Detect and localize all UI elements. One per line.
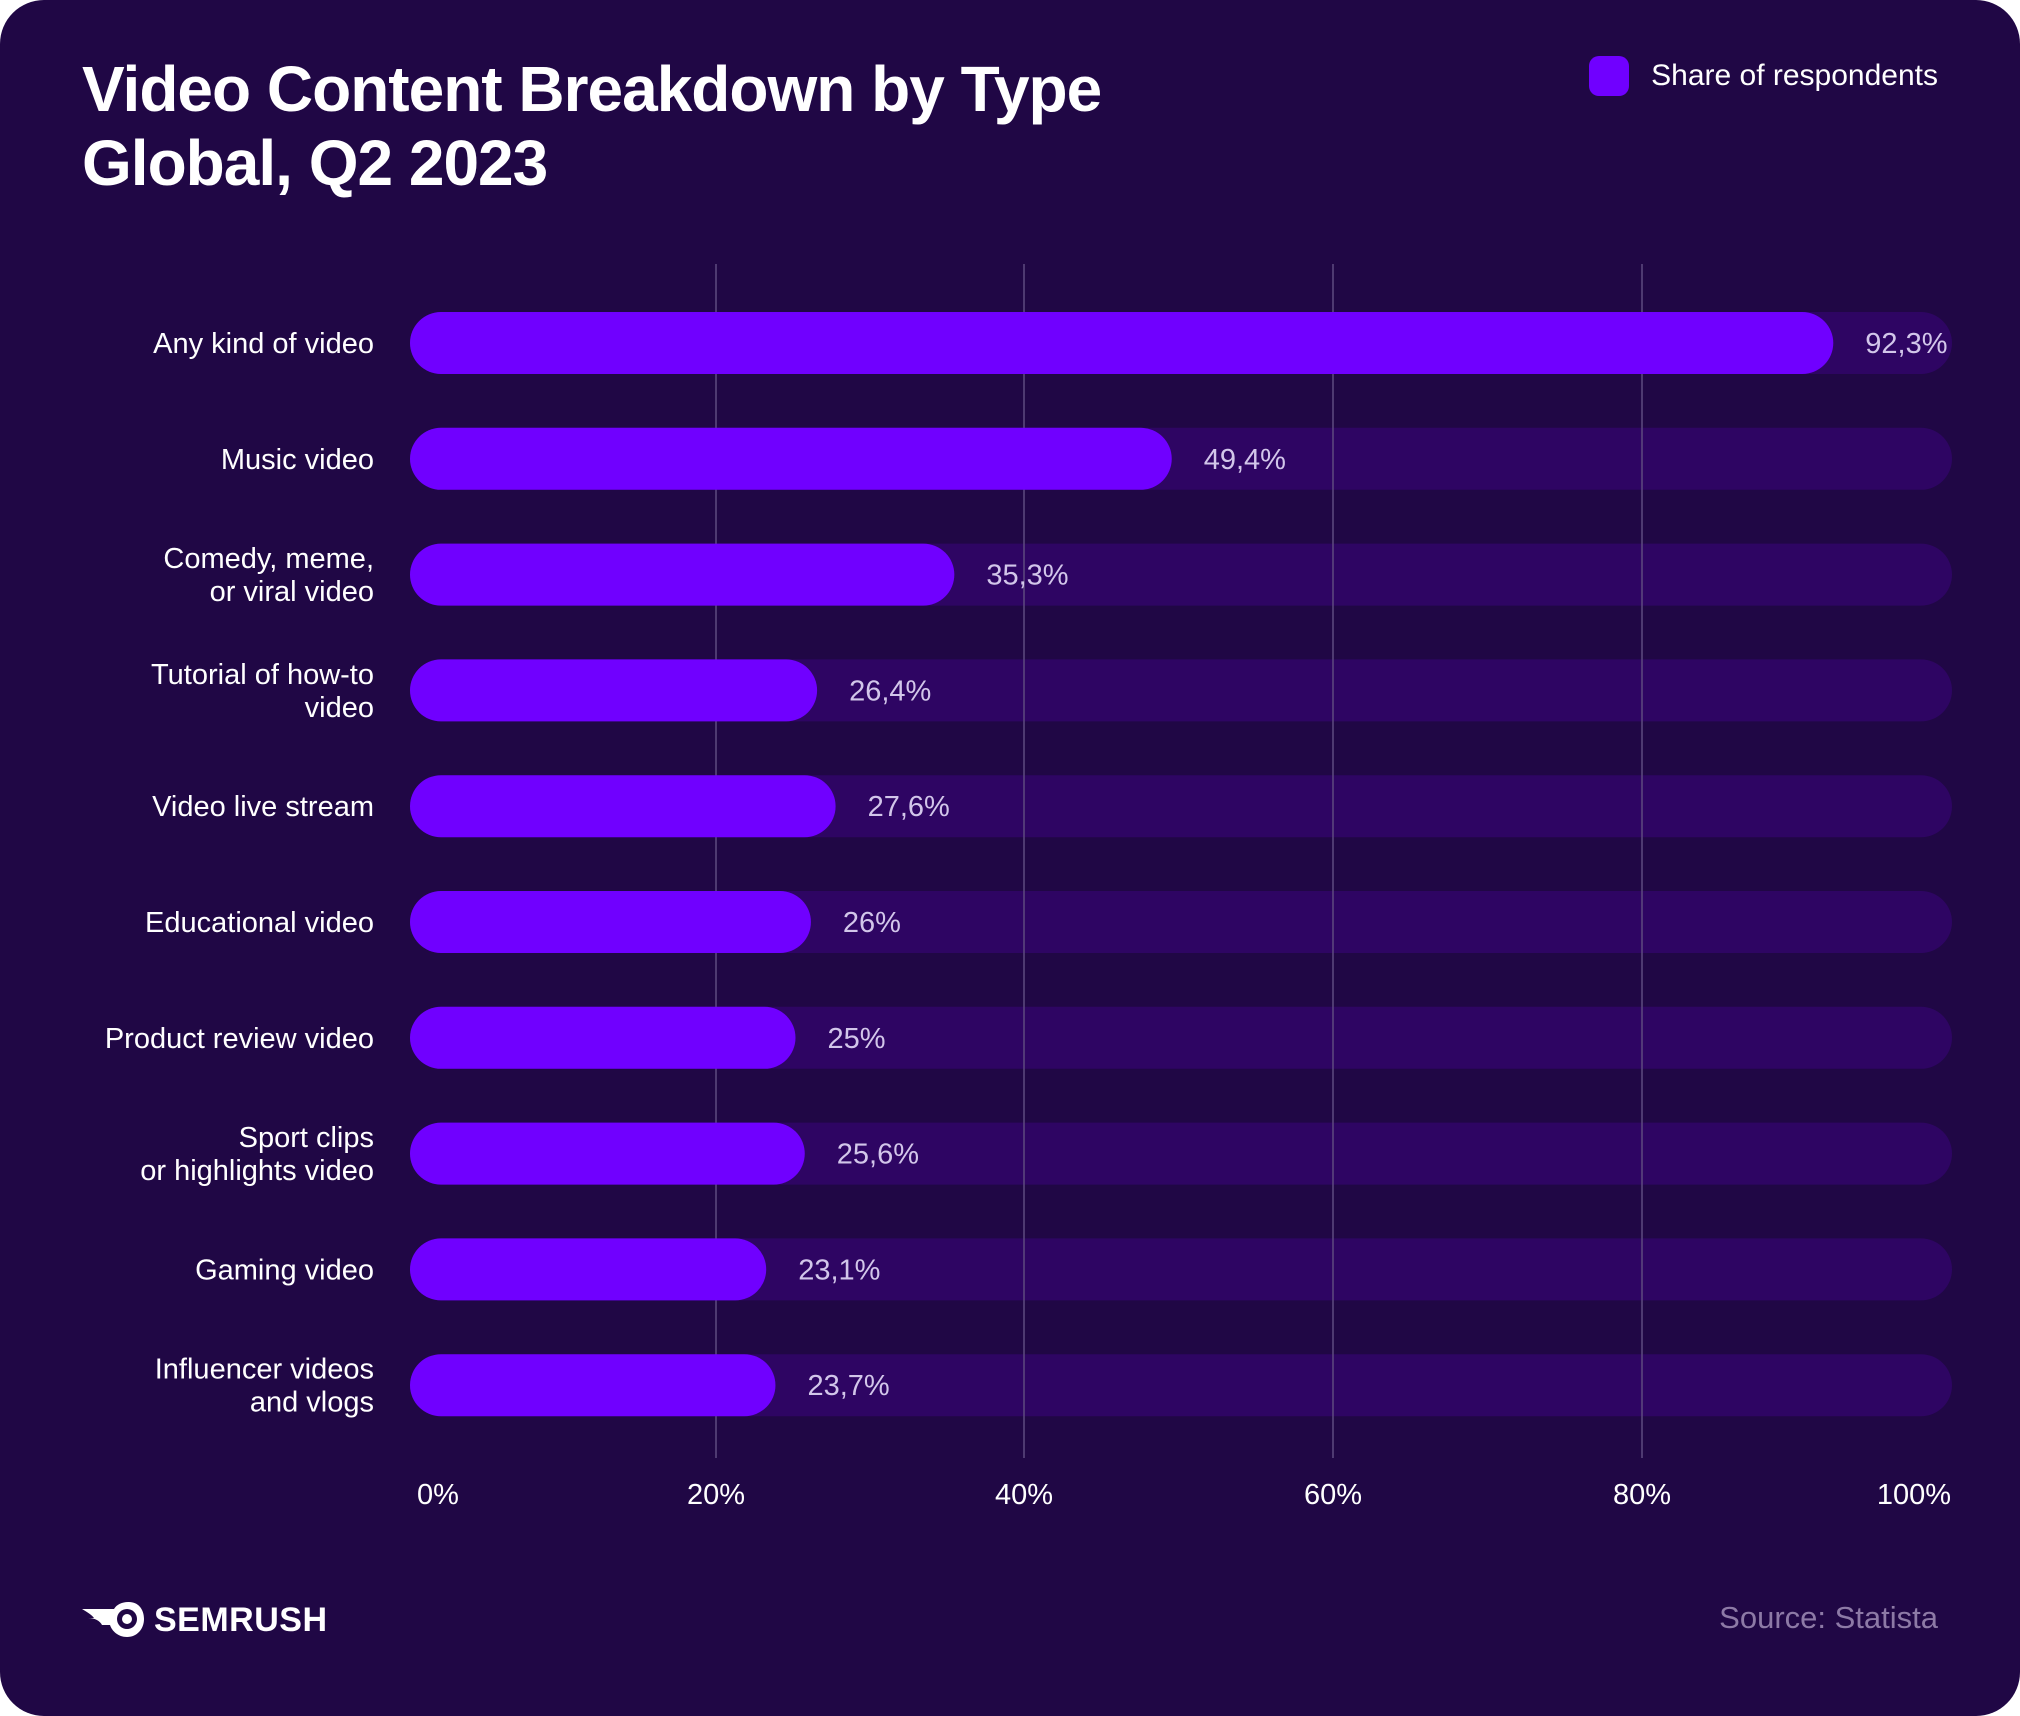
bar xyxy=(410,543,955,606)
category-label-line: Product review video xyxy=(105,1023,374,1055)
value-label: 49,4% xyxy=(1204,444,1286,476)
category-label: Educational video xyxy=(145,907,374,939)
category-label-line: video xyxy=(305,692,374,724)
legend-swatch xyxy=(1589,56,1630,96)
bar xyxy=(410,1238,767,1301)
bar xyxy=(410,1006,796,1069)
category-label-line: or highlights video xyxy=(140,1155,374,1187)
bar-track xyxy=(410,1238,1952,1301)
bar xyxy=(410,1122,805,1185)
category-label: Tutorial of how-to video xyxy=(151,659,374,724)
category-label: Music video xyxy=(221,444,374,476)
x-tick-label: 40% xyxy=(995,1479,1053,1511)
semrush-fire-icon xyxy=(82,1602,144,1637)
semrush-logo: SEMRUSH xyxy=(80,1600,328,1640)
value-label: 25,6% xyxy=(837,1139,919,1171)
category-label-line: Gaming video xyxy=(195,1254,374,1286)
category-label-line: Educational video xyxy=(145,907,374,939)
value-label: 23,1% xyxy=(798,1254,880,1286)
category-label: Product review video xyxy=(105,1023,374,1055)
legend-label: Share of respondents xyxy=(1651,59,1938,92)
category-label-line: and vlogs xyxy=(250,1387,374,1419)
category-label-line: Any kind of video xyxy=(153,328,374,360)
category-label-line: Music video xyxy=(221,444,374,476)
bar xyxy=(410,775,836,838)
legend: Share of respondents xyxy=(1589,56,1938,96)
value-label: 26,4% xyxy=(849,675,931,707)
bar-track xyxy=(410,1354,1952,1417)
bars xyxy=(410,312,1834,1417)
category-label-line: Sport clips xyxy=(239,1122,374,1154)
category-labels: Any kind of video Music video Comedy, meme… xyxy=(105,328,374,1419)
chart-title-line-1: Video Content Breakdown by Type xyxy=(82,53,1102,125)
value-label: 26% xyxy=(843,907,901,939)
value-label: 35,3% xyxy=(986,560,1068,592)
value-label: 25% xyxy=(828,1023,886,1055)
bar xyxy=(410,312,1834,374)
bar xyxy=(410,1354,776,1417)
bar xyxy=(410,891,811,953)
x-tick-label: 80% xyxy=(1613,1479,1671,1511)
value-labels: 92,3% 49,4% 35,3% 26,4% 27,6% 26% 25% 25,6% 23,1… xyxy=(798,328,1947,1402)
bar xyxy=(410,659,818,722)
chart-title: Video Content Breakdown by Type Global, … xyxy=(82,52,1102,200)
bar xyxy=(410,427,1172,490)
category-label-line: Influencer videos xyxy=(155,1354,374,1386)
value-label: 92,3% xyxy=(1865,328,1947,360)
x-tick-label: 0% xyxy=(417,1479,459,1511)
chart-title-line-2: Global, Q2 2023 xyxy=(82,127,548,199)
semrush-wordmark: SEMRUSH xyxy=(154,1600,328,1639)
category-label-line: Tutorial of how-to xyxy=(151,659,374,691)
category-label-line: or viral video xyxy=(210,576,374,608)
x-tick-label: 100% xyxy=(1877,1479,1951,1511)
source-note: Source: Statista xyxy=(1719,1600,1938,1635)
category-label: Comedy, meme, or viral video xyxy=(163,543,374,608)
category-label-line: Video live stream xyxy=(152,791,374,823)
category-label: Sport clips or highlights video xyxy=(140,1122,374,1187)
category-label: Influencer videos and vlogs xyxy=(155,1354,374,1419)
x-tick-label: 60% xyxy=(1304,1479,1362,1511)
value-label: 27,6% xyxy=(868,791,950,823)
category-label: Any kind of video xyxy=(153,328,374,360)
category-label: Gaming video xyxy=(195,1254,374,1286)
x-axis-tick-labels: 0% 20% 40% 60% 80% 100% xyxy=(417,1479,1951,1511)
category-label: Video live stream xyxy=(152,791,374,823)
bar-track xyxy=(410,1006,1952,1069)
x-tick-label: 20% xyxy=(687,1479,745,1511)
value-label: 23,7% xyxy=(807,1370,889,1402)
category-label-line: Comedy, meme, xyxy=(163,543,374,575)
